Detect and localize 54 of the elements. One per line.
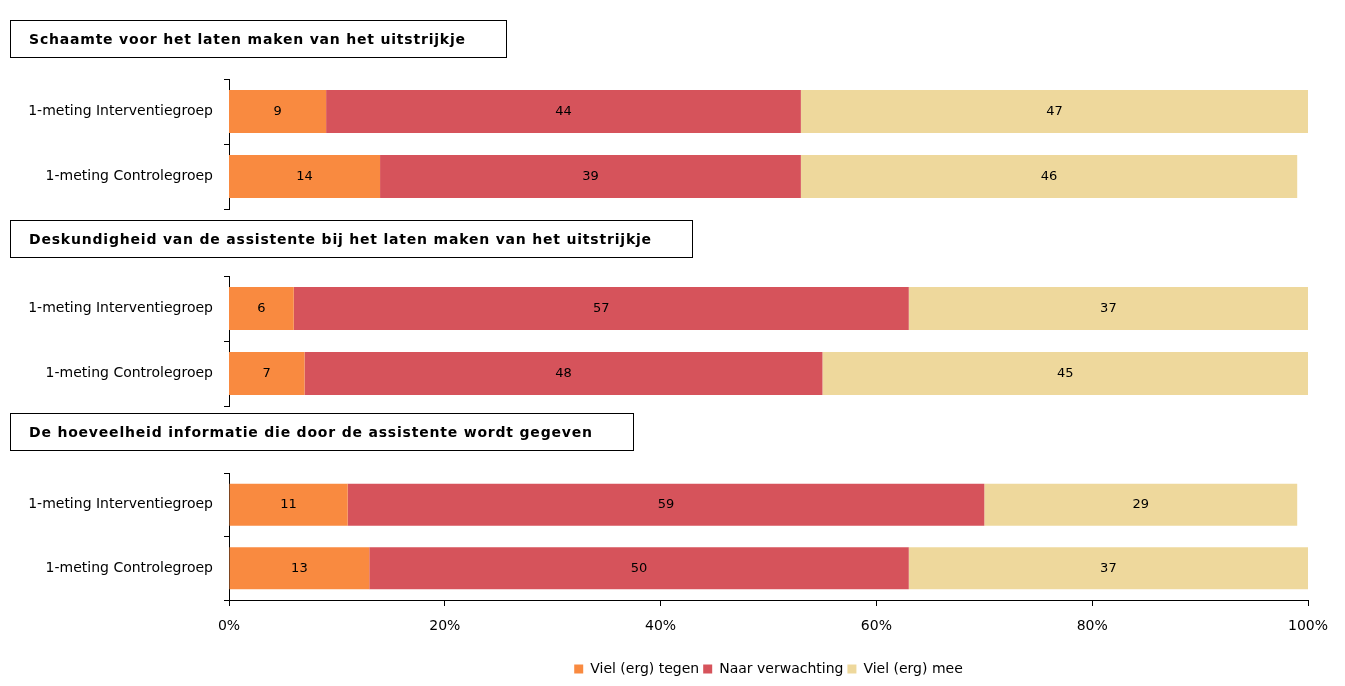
- data-label: 29: [1132, 496, 1150, 512]
- data-label: 48: [555, 364, 572, 380]
- data-label: 59: [657, 496, 675, 512]
- bar: [229, 547, 370, 590]
- data-label: 11: [280, 496, 297, 512]
- data-label: 9: [273, 102, 282, 118]
- bar: [908, 547, 1308, 590]
- bar: [229, 90, 327, 133]
- data-label: 13: [291, 559, 308, 575]
- bar: [229, 483, 348, 526]
- data-label: 46: [1040, 167, 1058, 183]
- bar: [229, 287, 294, 330]
- legend-label: Naar verwachting: [719, 659, 844, 676]
- bar: [326, 90, 801, 133]
- bar: [984, 483, 1298, 526]
- data-label: 7: [262, 364, 271, 380]
- data-label: 47: [1046, 102, 1063, 118]
- bar: [380, 155, 801, 198]
- data-label: 37: [1100, 299, 1117, 315]
- x-tick-label: 100%: [1287, 617, 1329, 634]
- legend-label: Viel (erg) mee: [863, 659, 963, 676]
- bar: [229, 352, 305, 395]
- bar: [800, 90, 1308, 133]
- x-tick-label: 80%: [1076, 617, 1108, 634]
- bar: [304, 352, 823, 395]
- x-tick-label: 60%: [860, 617, 892, 634]
- data-label: 37: [1100, 559, 1117, 575]
- x-tick-label: 40%: [645, 617, 677, 634]
- bar: [908, 287, 1308, 330]
- bar: [800, 155, 1298, 198]
- chart-title: De hoeveelheid informatie die door de assistente wordt gegeven: [10, 413, 634, 451]
- legend-label: Viel (erg) tegen: [590, 659, 700, 676]
- data-label: 57: [592, 299, 610, 315]
- y-tick-label: 1-meting Interventiegroep: [28, 495, 214, 512]
- chart-title: Deskundigheid van de assistente bij het laten maken van het uitstrijkje: [10, 220, 693, 258]
- bar: [347, 483, 985, 526]
- y-tick-label: 1-meting Interventiegroep: [28, 299, 214, 316]
- data-label: 45: [1056, 364, 1074, 380]
- bar: [822, 352, 1308, 395]
- y-tick-label: 1-meting Interventiegroep: [28, 102, 214, 119]
- chart-title: Schaamte voor het laten maken van het uitstrijkje: [10, 20, 507, 58]
- y-tick-label: 1-meting Controlegroep: [45, 558, 214, 575]
- data-label: 39: [582, 167, 599, 183]
- y-tick-label: 1-meting Controlegroep: [45, 364, 214, 381]
- bar: [369, 547, 909, 590]
- data-label: 6: [257, 299, 266, 315]
- x-tick-label: 20%: [429, 617, 461, 634]
- data-label: 44: [555, 102, 572, 118]
- x-tick-label: 0%: [217, 617, 241, 634]
- data-label: 50: [630, 559, 648, 575]
- bar: [229, 155, 381, 198]
- data-label: 14: [296, 167, 313, 183]
- bar: [293, 287, 909, 330]
- y-tick-label: 1-meting Controlegroep: [45, 167, 214, 184]
